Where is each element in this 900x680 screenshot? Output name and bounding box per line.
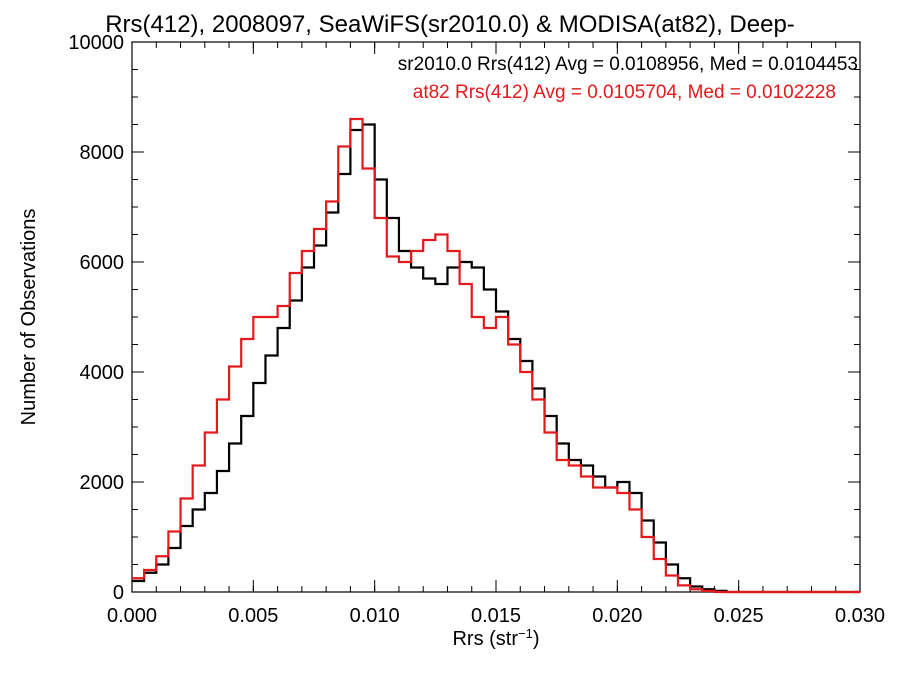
series-line-sr2010 [132,123,860,594]
series-line-at82 [132,117,860,594]
y-axis-ticks: 0 2000 4000 6000 8000 10000 [68,32,860,604]
x-tick-label: 0.020 [592,605,642,627]
x-tick-label: 0.010 [350,605,400,627]
y-tick-label: 2000 [80,472,125,494]
x-tick-label: 0.015 [471,605,521,627]
legend-entry-at82: at82 Rrs(412) Avg = 0.0105704, Med = 0.0… [413,82,836,103]
x-axis-label-superscript: −1 [518,626,533,641]
x-axis-label: Rrs (str−1) [452,626,539,650]
y-tick-label: 4000 [80,362,125,384]
x-tick-label: 0.000 [107,605,157,627]
chart-title: Rrs(412), 2008097, SeaWiFS(sr2010.0) & M… [105,11,795,38]
y-axis-label: Number of Observations [18,209,40,426]
x-axis-label-end: ) [533,628,540,650]
x-axis-ticks: 0.000 0.005 0.010 0.015 0.020 0.025 0.030 [107,42,885,627]
x-axis-label-main: Rrs (str [452,628,518,650]
series-layer [132,117,860,594]
x-tick-label: 0.030 [835,605,885,627]
y-tick-label: 6000 [80,252,125,274]
legend-entry-sr2010: sr2010.0 Rrs(412) Avg = 0.0108956, Med =… [398,54,858,75]
y-tick-label: 10000 [68,32,124,54]
y-tick-label: 8000 [80,142,125,164]
y-tick-label: 0 [113,582,124,604]
x-tick-label: 0.005 [228,605,278,627]
x-tick-label: 0.025 [714,605,764,627]
